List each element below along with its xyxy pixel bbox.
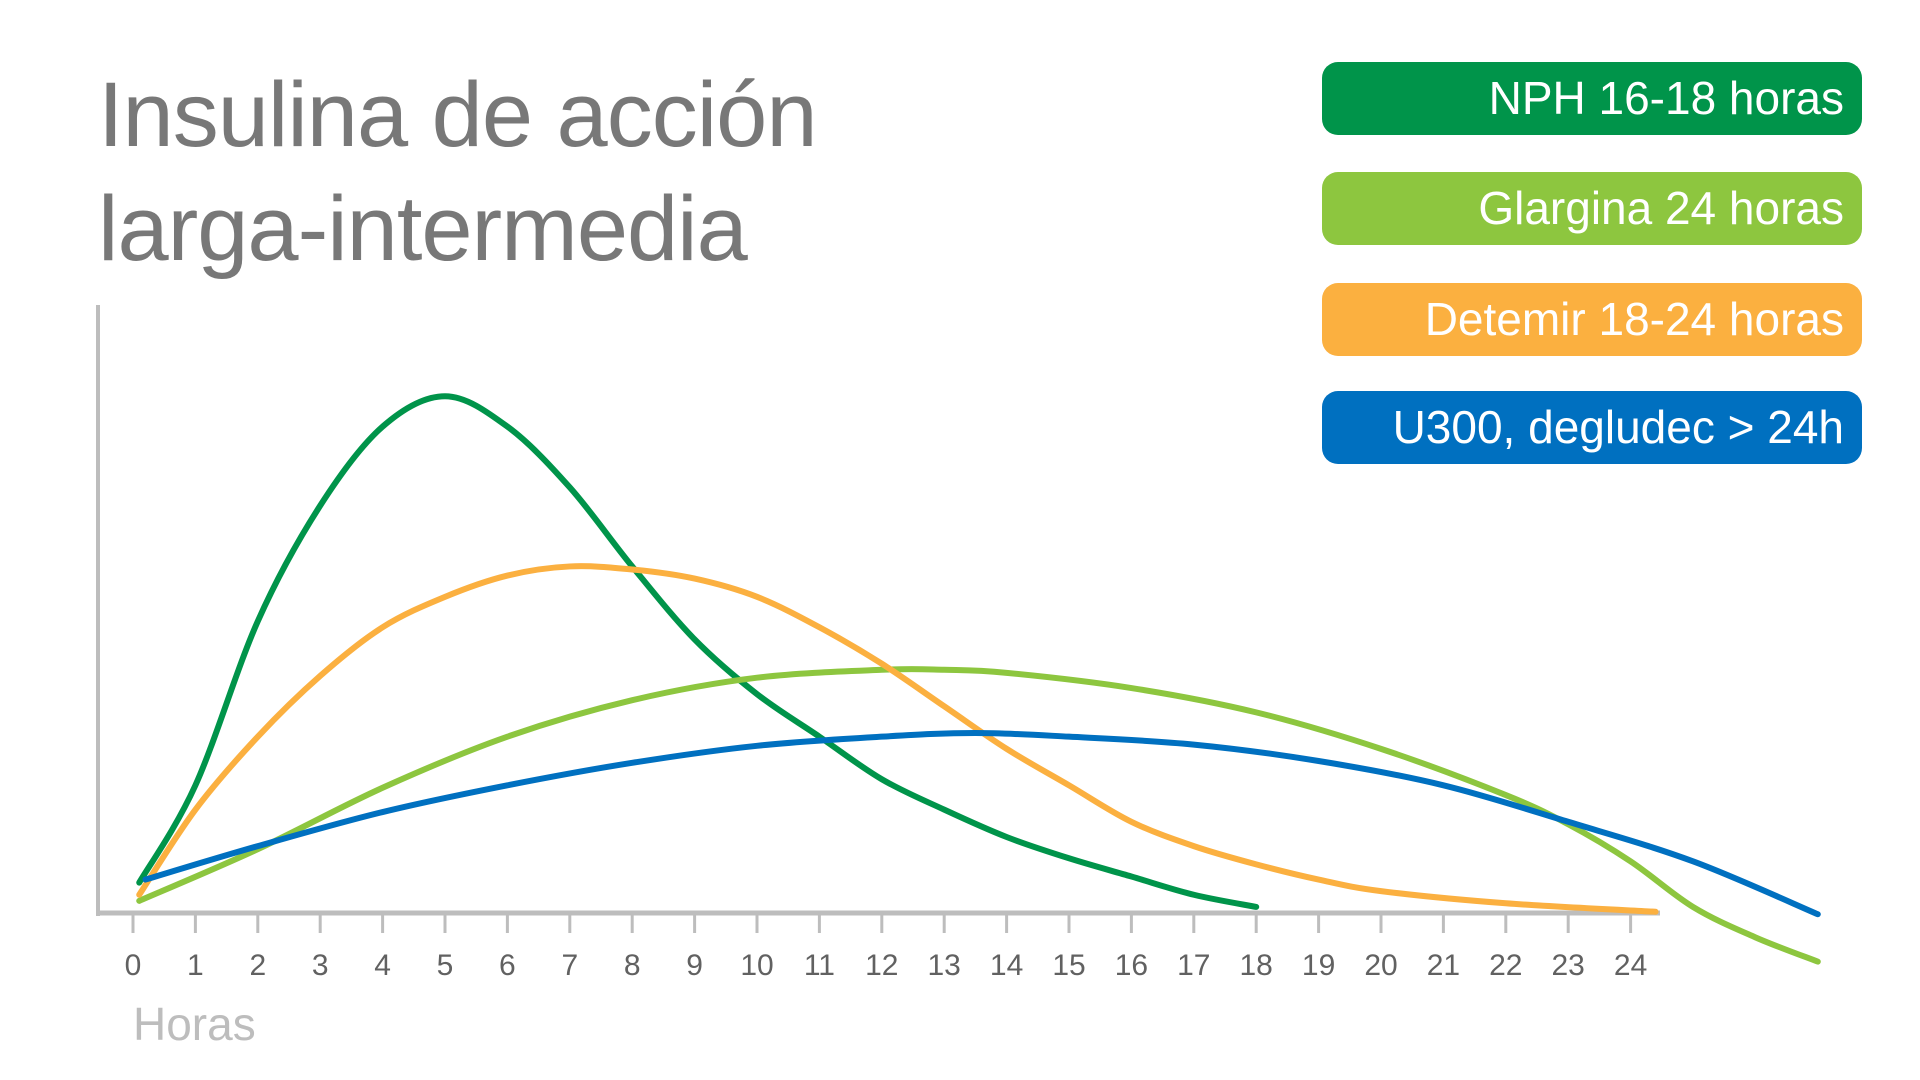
legend-nph: NPH 16-18 horas bbox=[1322, 62, 1862, 135]
x-tick-label: 17 bbox=[1177, 949, 1210, 982]
title-line-1: Insulina de acción bbox=[98, 64, 817, 166]
x-tick-label: 8 bbox=[624, 949, 641, 982]
x-tick-label: 22 bbox=[1489, 949, 1522, 982]
x-tick-label: 1 bbox=[187, 949, 204, 982]
x-tick-label: 21 bbox=[1427, 949, 1460, 982]
x-tick-label: 13 bbox=[928, 949, 961, 982]
series-line-0 bbox=[136, 393, 1260, 910]
x-tick-label: 15 bbox=[1052, 949, 1085, 982]
x-tick-label: 2 bbox=[249, 949, 266, 982]
series-line-2 bbox=[136, 563, 1659, 915]
x-tick-label: 23 bbox=[1552, 949, 1585, 982]
x-tick-label: 7 bbox=[561, 949, 578, 982]
series-line-3 bbox=[142, 730, 1821, 918]
x-tick-label: 12 bbox=[865, 949, 898, 982]
chart-title: Insulina de acción larga-intermedia bbox=[98, 58, 817, 286]
x-axis-label: Horas bbox=[133, 998, 256, 1050]
x-tick-label: 14 bbox=[990, 949, 1023, 982]
x-tick-label: 5 bbox=[437, 949, 454, 982]
x-tick-label: 10 bbox=[740, 949, 773, 982]
series-line-1 bbox=[136, 666, 1821, 965]
x-tick-label: 24 bbox=[1614, 949, 1647, 982]
x-tick-label: 6 bbox=[499, 949, 516, 982]
x-tick-label: 19 bbox=[1302, 949, 1335, 982]
title-line-2: larga-intermedia bbox=[98, 178, 748, 280]
legend-u300: U300, degludec > 24h bbox=[1322, 391, 1862, 464]
x-tick-label: 18 bbox=[1240, 949, 1273, 982]
x-tick-label: 9 bbox=[686, 949, 703, 982]
legend-glargina: Glargina 24 horas bbox=[1322, 172, 1862, 245]
x-tick-label: 3 bbox=[312, 949, 329, 982]
x-tick-label: 4 bbox=[374, 949, 391, 982]
x-tick-label: 11 bbox=[804, 949, 835, 982]
x-tick-label: 0 bbox=[125, 949, 142, 982]
x-tick-label: 16 bbox=[1115, 949, 1148, 982]
x-tick-label: 20 bbox=[1364, 949, 1397, 982]
legend-detemir: Detemir 18-24 horas bbox=[1322, 283, 1862, 356]
